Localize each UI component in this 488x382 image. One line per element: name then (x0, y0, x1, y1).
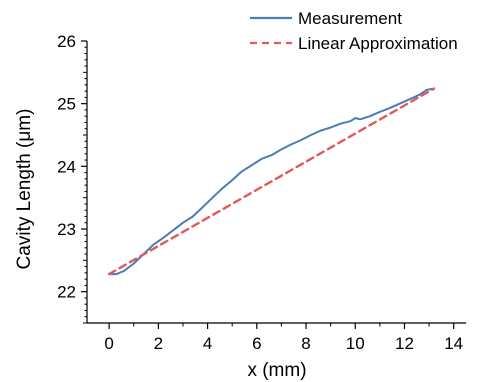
legend-label: Linear Approximation (298, 34, 458, 53)
series-layer (107, 87, 436, 276)
measurement-line (108, 87, 435, 276)
x-tick-label: 6 (252, 334, 261, 353)
x-axis-title: x (mm) (247, 360, 306, 381)
x-tick-label: 10 (346, 334, 365, 353)
legend-label: Measurement (298, 9, 402, 28)
y-axis-title: Cavity Length (μm) (14, 109, 35, 270)
y-tick-label: 26 (57, 32, 76, 51)
x-tick-label: 4 (203, 334, 212, 353)
y-tick-label: 23 (57, 220, 76, 239)
y-tick-label: 24 (57, 157, 76, 176)
x-tick-label: 0 (104, 334, 113, 353)
y-ticks: 22 23 24 25 26 (57, 32, 87, 324)
legend: Measurement Linear Approximation (250, 9, 458, 53)
linear-approximation-line (107, 87, 436, 276)
x-tick-label: 14 (444, 334, 463, 353)
x-tick-label: 2 (154, 334, 163, 353)
y-tick-label: 25 (57, 95, 76, 114)
x-tick-label: 8 (301, 334, 310, 353)
x-tick-label: 12 (395, 334, 414, 353)
x-ticks: 0 2 4 6 8 10 12 14 (104, 323, 463, 353)
y-tick-label: 22 (57, 283, 76, 302)
